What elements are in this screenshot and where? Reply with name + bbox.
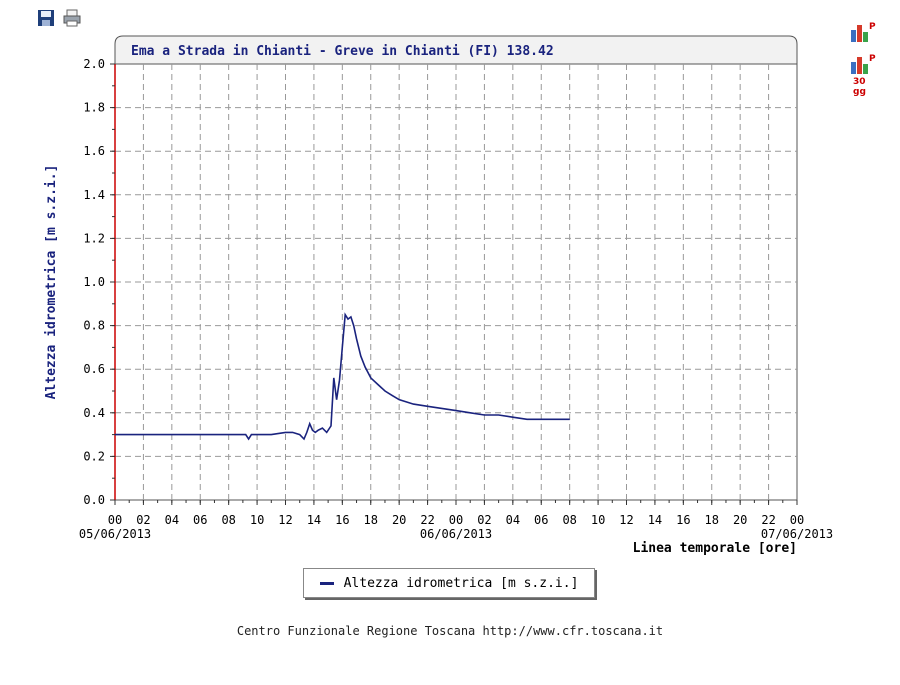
bar-chart-p-icon[interactable]: P <box>848 20 878 46</box>
y-tick-label: 1.8 <box>83 101 105 115</box>
x-date-label: 06/06/2013 <box>420 527 492 541</box>
series-line <box>115 312 570 441</box>
p30-gg-label: gg <box>853 87 866 97</box>
y-tick-label: 0.8 <box>83 319 105 333</box>
p-label: P <box>869 22 876 32</box>
y-tick-label: 0.4 <box>83 406 105 420</box>
x-tick-label: 06 <box>193 513 207 527</box>
y-axis-title: Altezza idrometrica [m s.z.i.] <box>44 165 59 400</box>
x-tick-label: 20 <box>733 513 747 527</box>
x-tick-label: 02 <box>477 513 491 527</box>
x-tick-label: 08 <box>562 513 576 527</box>
x-tick-label: 02 <box>136 513 150 527</box>
x-tick-label: 16 <box>676 513 690 527</box>
y-tick-label: 0.0 <box>83 493 105 507</box>
legend: Altezza idrometrica [m s.z.i.] <box>303 568 595 598</box>
p30-30-label: 30 <box>853 77 866 87</box>
footer-credit: Centro Funzionale Regione Toscana http:/… <box>236 624 664 638</box>
save-icon[interactable] <box>36 8 56 28</box>
x-tick-label: 10 <box>591 513 605 527</box>
x-tick-label: 04 <box>165 513 179 527</box>
x-tick-label: 06 <box>534 513 548 527</box>
y-tick-label: 1.2 <box>83 231 105 245</box>
x-tick-label: 00 <box>449 513 463 527</box>
print-icon[interactable] <box>62 8 82 28</box>
x-axis-title: Linea temporale [ore] <box>633 541 797 556</box>
legend-label: Altezza idrometrica [m s.z.i.] <box>343 575 579 591</box>
x-tick-label: 20 <box>392 513 406 527</box>
x-date-label: 07/06/2013 <box>761 527 833 541</box>
y-tick-label: 1.4 <box>83 188 105 202</box>
x-tick-label: 08 <box>221 513 235 527</box>
x-tick-label: 14 <box>648 513 662 527</box>
side-icons: P P 30 gg <box>848 20 878 104</box>
bar-chart-p30-icon[interactable]: P 30 gg <box>848 52 878 98</box>
x-tick-label: 14 <box>307 513 321 527</box>
x-tick-label: 10 <box>250 513 264 527</box>
title-tab <box>114 35 798 65</box>
y-tick-label: 0.2 <box>83 449 105 463</box>
y-tick-label: 1.6 <box>83 144 105 158</box>
p30-p-label: P <box>869 54 876 64</box>
x-tick-label: 16 <box>335 513 349 527</box>
x-tick-label: 18 <box>364 513 378 527</box>
y-tick-label: 0.6 <box>83 362 105 376</box>
x-tick-label: 18 <box>705 513 719 527</box>
x-tick-label: 22 <box>761 513 775 527</box>
x-tick-label: 22 <box>420 513 434 527</box>
x-tick-label: 12 <box>278 513 292 527</box>
x-date-label: 05/06/2013 <box>79 527 151 541</box>
x-tick-label: 00 <box>108 513 122 527</box>
x-tick-label: 00 <box>790 513 804 527</box>
toolbar <box>36 8 82 28</box>
legend-swatch <box>319 581 334 585</box>
x-tick-label: 04 <box>506 513 520 527</box>
y-tick-label: 2.0 <box>83 57 105 71</box>
chart-title: Ema a Strada in Chianti - Greve in Chian… <box>131 44 554 59</box>
hydrometric-chart: Ema a Strada in Chianti - Greve in Chian… <box>44 35 833 556</box>
y-tick-label: 1.0 <box>83 275 105 289</box>
x-tick-label: 12 <box>619 513 633 527</box>
